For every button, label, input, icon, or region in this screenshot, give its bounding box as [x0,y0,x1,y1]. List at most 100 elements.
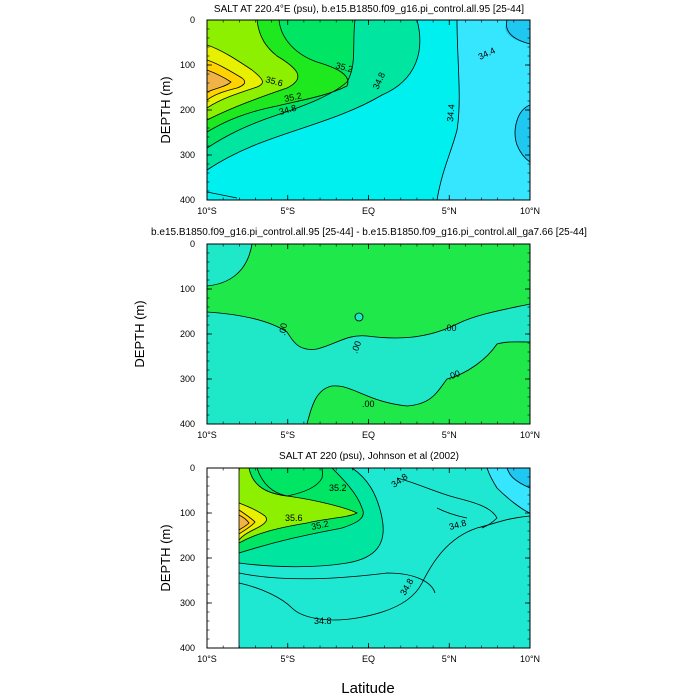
contour-line [207,244,253,287]
y-tick-label: 400 [180,643,195,653]
x-tick-label: 5°S [280,430,295,440]
y-tick-label: 0 [190,463,195,473]
fill-difference-positive-deep [307,341,530,424]
y-tick-label: 400 [180,419,195,429]
contour-label: 35.2 [283,91,302,104]
contour-label: .00 [349,340,363,355]
y-tick-label: 200 [180,329,195,339]
panel-difference: b.e15.B1850.f09_g16.pi_control.all.95 [2… [132,227,587,440]
x-tick-label: 10°N [520,430,540,440]
panel2-title: b.e15.B1850.f09_g16.pi_control.all.95 [2… [151,227,587,238]
contour-line [396,477,498,529]
contour-label: 35.2 [310,519,329,532]
x-tick-label: 5°N [442,206,457,216]
contour-line [238,468,364,554]
contour-line [238,468,358,544]
contour-label: .00 [444,323,457,333]
x-tick-label: EQ [362,430,375,440]
x-tick-label: 5°S [280,206,295,216]
panel2-axes: 10°S 5°S EQ 5°N 10°N 0 100 200 300 400 [180,239,540,440]
x-tick-label: 10°S [197,654,217,664]
contour-line [207,20,299,121]
fill-36-0-zone [239,515,249,530]
x-tick-label: 5°N [442,430,457,440]
y-tick-label: 100 [180,508,195,518]
y-tick-label: 200 [180,553,195,563]
contour-line [436,20,460,200]
y-tick-label: 100 [180,284,195,294]
contour-line [238,514,250,531]
contour-label: .00 [277,322,289,336]
panel1-ylabel: DEPTH (m) [158,76,173,143]
contour-line [207,44,263,109]
y-tick-label: 200 [180,105,195,115]
contour-line [238,468,384,568]
x-tick-label: 10°S [197,430,217,440]
contour-line [207,69,232,93]
contour-line [486,468,530,514]
y-tick-label: 0 [190,239,195,249]
x-tick-label: EQ [362,206,375,216]
contour-line [354,312,364,322]
contour-line [514,104,530,163]
y-tick-label: 100 [180,60,195,70]
x-tick-label: 10°N [520,206,540,216]
panel1-title: SALT AT 220.4°E (psu), b.e15.B1850.f09_g… [214,4,524,15]
contour-line [256,468,323,497]
fill-difference-negative-spot [355,313,363,321]
panel2-plot-area: .00 .00 .00 .00 .00 [207,244,530,424]
y-tick-label: 400 [180,195,195,205]
panel2-ylabel: DEPTH (m) [132,300,147,367]
contour-line [238,509,256,535]
contour-label: 34.8 [314,616,332,626]
fill-35-4-zone [239,468,357,543]
contour-line [238,515,530,621]
contour-label: .00 [446,368,461,382]
y-tick-label: 300 [180,374,195,384]
x-axis-label: Latitude [341,680,394,697]
panel3-axes: 10°S 5°S EQ 5°N 10°N 0 100 200 300 400 [180,463,540,664]
fill-36-0-zone [207,70,231,92]
contour-label: 35.6 [285,513,303,523]
contour-line [506,468,530,489]
y-tick-label: 300 [180,150,195,160]
y-tick-label: 300 [180,598,195,608]
contour-label: 35.6 [264,74,284,88]
contour-line [207,20,356,149]
fill-34-0-corner [507,468,530,488]
contour-line [207,303,530,350]
contour-line [238,502,267,541]
fill-difference-positive [207,244,530,350]
contour-label: 35.2 [334,60,354,74]
contour-line [207,59,246,101]
contour-line [207,20,421,171]
contour-line [207,20,349,133]
fill-35-2b-island [257,468,323,495]
fill-34-0-corner [505,20,530,44]
fill-34-0-right [515,105,530,162]
panel1-axes: 10°S 5°S EQ 5°N 10°N 0 100 200 300 400 [180,15,540,216]
panel1-plot-area: 35.2 34.8 34.4 35.6 35.2 34.8 34.4 [207,20,530,200]
contour-label: .00 [362,399,375,409]
x-tick-label: 10°N [520,654,540,664]
contour-line [306,341,530,424]
contour-label: 34.8 [448,518,468,532]
panel3-plot-area: 35.2 34.8 35.6 35.2 34.8 34.8 34.8 [207,468,530,648]
contour-label: 35.2 [329,483,347,493]
x-tick-label: 10°S [197,206,217,216]
panel3-title: SALT AT 220 (psu), Johnson et al (2002) [279,451,459,462]
contour-label: 34.4 [445,104,456,122]
contour-line [207,191,238,199]
contour-line [436,507,468,519]
contour-label: 34.8 [278,103,298,117]
y-tick-label: 0 [190,15,195,25]
panel-model-salinity: SALT AT 220.4°E (psu), b.e15.B1850.f09_g… [158,4,540,216]
x-tick-label: 5°N [442,654,457,664]
contour-line [238,572,436,594]
contour-line [506,20,530,45]
x-tick-label: 5°S [280,654,295,664]
panel-observed-salinity: SALT AT 220 (psu), Johnson et al (2002) [158,451,540,664]
x-tick-label: EQ [362,654,375,664]
panel3-ylabel: DEPTH (m) [158,524,173,591]
